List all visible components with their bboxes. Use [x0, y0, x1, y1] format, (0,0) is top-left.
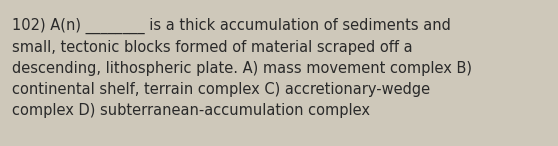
- Text: 102) A(n) ________ is a thick accumulation of sediments and
small, tectonic bloc: 102) A(n) ________ is a thick accumulati…: [12, 18, 472, 118]
